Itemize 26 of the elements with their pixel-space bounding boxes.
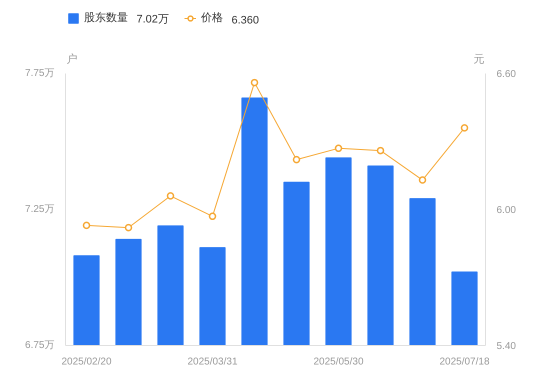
point [376, 146, 384, 154]
text: 7.02万 [136, 14, 169, 26]
point [250, 78, 258, 86]
y2-tick-label: 6.60 [496, 69, 516, 80]
x-tick-label: 2025/03/31 [187, 356, 238, 368]
x-tick-label: 2025/07/18 [439, 356, 490, 368]
y2-axis-title: 元 [474, 54, 484, 66]
legend-label: 价格 [201, 11, 223, 25]
legend-label: 股东数量 [84, 10, 128, 25]
point [166, 192, 174, 200]
x-tick-label: 2025/02/20 [61, 356, 112, 368]
point [292, 156, 300, 164]
y2-tick-label: 6.00 [496, 205, 516, 216]
point [82, 222, 90, 230]
point [124, 224, 132, 232]
x-tick-label: 2025/05/30 [313, 356, 364, 368]
point [208, 212, 216, 220]
y-tick-label: 7.75万 [25, 68, 55, 79]
y2-tick-label: 5.40 [496, 341, 516, 352]
point [334, 144, 342, 152]
text: 6.360 [232, 14, 260, 26]
y-tick-label: 6.75万 [25, 340, 55, 351]
point [418, 176, 426, 184]
y-tick-label: 7.25万 [25, 204, 55, 215]
point [460, 124, 468, 132]
y-axis-title: 户 [66, 52, 78, 66]
